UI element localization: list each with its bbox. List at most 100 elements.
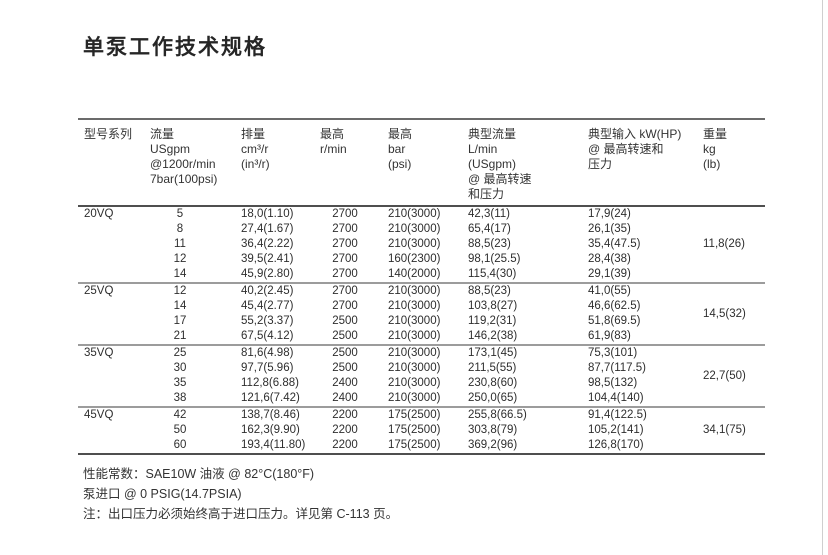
weight-cell: 22,7(50): [695, 344, 765, 407]
flow-cell: 42: [150, 406, 210, 423]
speed-cell: 2500: [320, 344, 370, 361]
typical-flow-cell: 115,4(30): [468, 268, 517, 280]
flow-cell: 50: [173, 424, 187, 436]
table-row: 17 55,2(3.37) 2500 210(3000) 119,2(31) 51,8(6…: [78, 314, 765, 329]
table-row: 25VQ 12 40,2(2.45) 2700 210(3000) 88,5(23) 41,…: [78, 282, 765, 345]
speed-cell: 2500: [332, 315, 358, 327]
col-header-max-speed: 最高 r/min: [320, 119, 370, 207]
model-series-cell: [78, 376, 150, 391]
model-series-cell: 25VQ: [78, 282, 150, 299]
model-series-cell: [78, 391, 150, 407]
speed-cell: 2700: [332, 253, 358, 265]
pressure-cell: 210(3000): [388, 315, 441, 327]
model-series-cell: 20VQ: [84, 208, 114, 220]
table-row: 11 36,4(2.22) 2700 210(3000) 88,5(23) 35,4(47…: [78, 237, 765, 252]
model-series-cell: 35VQ: [78, 344, 150, 361]
displacement-cell: 27,4(1.67): [241, 223, 294, 235]
input-power-cell: 104,4(140): [588, 392, 644, 404]
typical-flow-cell: 211,5(55): [468, 362, 517, 374]
typical-flow-cell: 173,1(45): [460, 344, 585, 361]
model-series-cell: [78, 314, 150, 329]
table-row: 8 27,4(1.67) 2700 210(3000) 65,4(17) 26,1(35): [78, 222, 765, 237]
input-power-cell: 75,3(101): [585, 344, 695, 361]
spec-table-header: 型号系列 流量 USgpm @1200r/min 7bar(100psi) 排量…: [78, 119, 765, 207]
model-series-cell: [78, 267, 150, 283]
displacement-cell: 193,4(11.80): [241, 439, 306, 451]
input-power-cell: 46,6(62.5): [588, 300, 641, 312]
typical-flow-cell: 42,3(11): [468, 208, 510, 220]
table-row: 14 45,4(2.77) 2700 210(3000) 103,8(27) 46,6(6…: [78, 299, 765, 314]
displacement-cell: 39,5(2.41): [241, 253, 294, 265]
footnotes: 性能常数：SAE10W 油液 @ 82°C(180°F) 泵进口 @ 0 PSI…: [83, 464, 398, 524]
pressure-cell: 210(3000): [388, 223, 441, 235]
table-row: 14 45,9(2.80) 2700 140(2000) 115,4(30) 29,1(3…: [78, 267, 765, 283]
page-title: 单泵工作技术规格: [83, 36, 267, 59]
note-performance-constants: 性能常数：SAE10W 油液 @ 82°C(180°F): [83, 467, 315, 481]
page-edge-line: [822, 0, 823, 555]
model-series-cell: [78, 222, 150, 237]
speed-cell: 2700: [332, 268, 358, 280]
typical-flow-cell: 250,0(65): [468, 392, 518, 404]
flow-cell: 12: [173, 253, 187, 265]
displacement-cell: 162,3(9.90): [241, 424, 300, 436]
speed-cell: 2200: [332, 439, 358, 451]
speed-cell: 2700: [320, 282, 370, 299]
table-row: 38 121,6(7.42) 2400 210(3000) 250,0(65) 104,4…: [78, 391, 765, 407]
speed-cell: 2700: [332, 208, 358, 220]
pressure-cell: 210(3000): [388, 330, 441, 342]
pressure-cell: 210(3000): [388, 300, 441, 312]
weight-cell: 11,8(26): [703, 238, 745, 250]
col-header-displacement: 排量 cm³/r (in³/r): [210, 119, 320, 207]
displacement-cell: 81,6(4.98): [210, 344, 320, 361]
displacement-cell: 45,9(2.80): [241, 268, 294, 280]
input-power-cell: 35,4(47.5): [588, 238, 641, 250]
pressure-cell: 210(3000): [388, 377, 441, 389]
pressure-cell: 210(3000): [370, 344, 460, 361]
input-power-cell: 91,4(122.5): [585, 406, 695, 423]
input-power-cell: 98,5(132): [588, 377, 638, 389]
speed-cell: 2700: [332, 223, 358, 235]
speed-cell: 2400: [332, 377, 358, 389]
model-series-cell: 45VQ: [78, 406, 150, 423]
flow-cell: 14: [173, 268, 187, 280]
typical-flow-cell: 119,2(31): [468, 315, 517, 327]
flow-cell: 14: [173, 300, 187, 312]
typical-flow-cell: 65,4(17): [468, 223, 511, 235]
input-power-cell: 17,9(24): [588, 208, 631, 220]
col-header-model-series: 型号系列: [78, 119, 150, 207]
typical-flow-cell: 88,5(23): [468, 238, 511, 250]
typical-flow-cell: 146,2(38): [468, 330, 518, 342]
flow-cell: 8: [176, 223, 184, 235]
typical-flow-cell: 255,8(66.5): [460, 406, 585, 423]
col-header-max-pressure: 最高 bar (psi): [370, 119, 460, 207]
displacement-cell: 18,0(1.10): [241, 208, 294, 220]
speed-cell: 2400: [332, 392, 358, 404]
model-series-cell: [78, 361, 150, 376]
displacement-cell: 55,2(3.37): [241, 315, 294, 327]
input-power-cell: 126,8(170): [588, 439, 644, 451]
input-power-cell: 87,7(117.5): [588, 362, 646, 374]
table-row: 12 39,5(2.41) 2700 160(2300) 98,1(25.5) 28,4(…: [78, 252, 765, 267]
input-power-cell: 61,9(83): [588, 330, 631, 342]
flow-cell: 12: [150, 282, 210, 299]
pressure-cell: 210(3000): [388, 238, 441, 250]
flow-cell: 38: [173, 392, 187, 404]
header-row: 型号系列 流量 USgpm @1200r/min 7bar(100psi) 排量…: [78, 119, 765, 207]
displacement-cell: 112,8(6.88): [241, 377, 299, 389]
displacement-cell: 138,7(8.46): [210, 406, 320, 423]
table-row: 21 67,5(4.12) 2500 210(3000) 146,2(38) 61,9(8…: [78, 329, 765, 345]
weight-cell: 34,1(75): [695, 406, 765, 454]
table-row: 45VQ 42 138,7(8.46) 2200 175(2500) 255,8(66.5…: [78, 406, 765, 454]
spec-table: 型号系列 流量 USgpm @1200r/min 7bar(100psi) 排量…: [78, 118, 765, 455]
pressure-cell: 175(2500): [388, 424, 441, 436]
flow-cell: 30: [173, 362, 187, 374]
table-row: 20VQ 5 18,0(1.10) 2700 210(3000) 42,3(11) 17,9…: [78, 206, 765, 250]
typical-flow-cell: 303,8(79): [468, 424, 518, 436]
pressure-cell: 175(2500): [388, 439, 441, 451]
displacement-cell: 45,4(2.77): [241, 300, 294, 312]
spec-table-body: 20VQ 5 18,0(1.10) 2700 210(3000) 42,3(11) 17,9…: [78, 206, 765, 454]
typical-flow-cell: 230,8(60): [468, 377, 518, 389]
model-series-cell: [78, 438, 150, 454]
pressure-cell: 210(3000): [388, 208, 441, 220]
note-outlet-pressure: 注：出口压力必须始终高于进口压力。详见第 C-113 页。: [83, 507, 399, 521]
